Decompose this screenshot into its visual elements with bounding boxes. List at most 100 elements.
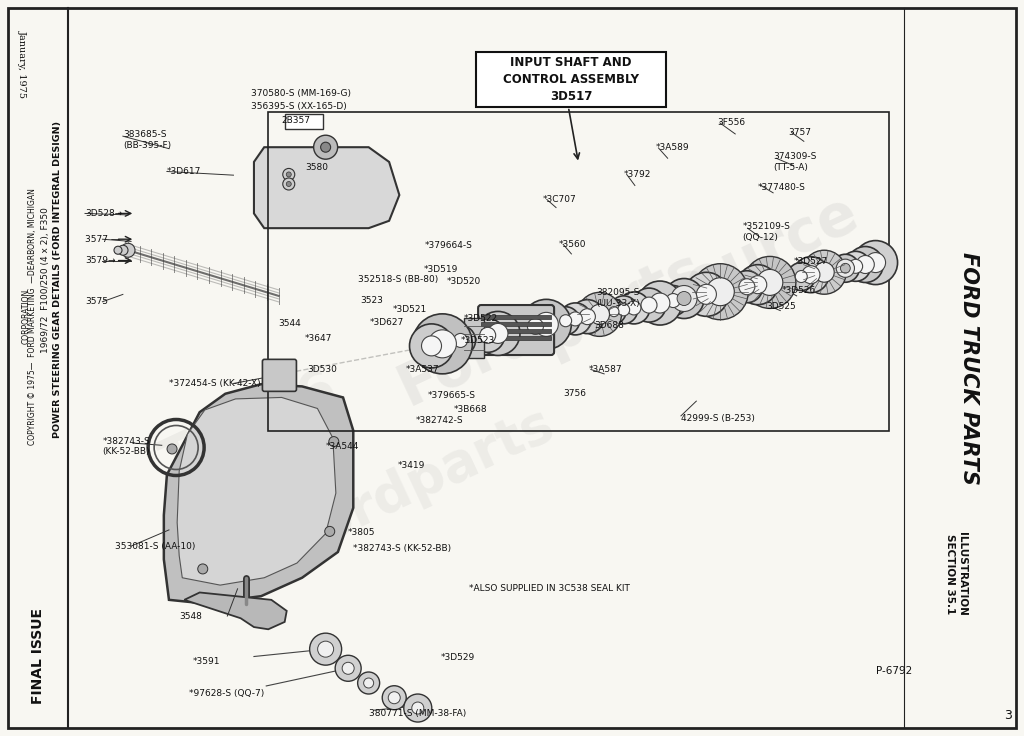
Circle shape [580, 308, 595, 325]
Circle shape [309, 633, 342, 665]
Text: January, 1975: January, 1975 [17, 30, 27, 98]
Text: *3D617: *3D617 [167, 167, 202, 176]
Polygon shape [254, 147, 399, 228]
Text: P-6792: P-6792 [876, 666, 912, 676]
Circle shape [841, 263, 850, 273]
Text: CORPORATION: CORPORATION [22, 289, 31, 344]
Text: *379665-S: *379665-S [428, 392, 476, 400]
Bar [481, 315, 551, 319]
Circle shape [403, 694, 432, 722]
Bar [481, 336, 551, 340]
Circle shape [445, 325, 475, 355]
Text: COPYRIGHT © 1975—  FORD MARKETING  —DEARBORN, MICHIGAN: COPYRIGHT © 1975— FORD MARKETING —DEARBO… [29, 188, 38, 445]
Circle shape [757, 269, 782, 295]
Text: *3D527: *3D527 [794, 257, 827, 266]
Text: *382742-S: *382742-S [416, 417, 464, 425]
Circle shape [865, 252, 886, 272]
Text: 374309-S
(TT-5-A): 374309-S (TT-5-A) [773, 152, 816, 171]
Text: *3B668: *3B668 [454, 406, 487, 414]
Polygon shape [285, 114, 323, 129]
Circle shape [535, 312, 558, 336]
Text: Ford: Ford [389, 302, 548, 417]
Circle shape [856, 255, 874, 274]
Text: 353081-S (AA-10): 353081-S (AA-10) [115, 542, 195, 551]
Circle shape [609, 296, 638, 324]
Circle shape [313, 135, 338, 159]
Text: POWER STEERING GEAR DETAILS (FORD INTEGRAL DESIGN): POWER STEERING GEAR DETAILS (FORD INTEGR… [53, 121, 62, 438]
Circle shape [627, 301, 641, 315]
Circle shape [167, 444, 177, 454]
Text: 370580-S (MM-169-G): 370580-S (MM-169-G) [251, 89, 351, 98]
Text: *3C707: *3C707 [543, 195, 577, 204]
Circle shape [667, 294, 680, 308]
Text: 352518-S (BB-80): 352518-S (BB-80) [358, 275, 438, 284]
Text: *382743-S (KK-52-BB): *382743-S (KK-52-BB) [353, 544, 452, 553]
Text: 42999-S (B-253): 42999-S (B-253) [681, 414, 755, 422]
Circle shape [847, 247, 884, 283]
Bar [481, 329, 551, 333]
Circle shape [638, 281, 682, 325]
Circle shape [814, 262, 835, 282]
Circle shape [317, 641, 334, 657]
Text: 3D688: 3D688 [594, 321, 624, 330]
Text: 2B357: 2B357 [282, 116, 310, 125]
Text: 380771-S (MM-38-FA): 380771-S (MM-38-FA) [369, 710, 466, 718]
Text: 3756: 3756 [563, 389, 586, 398]
Circle shape [287, 182, 291, 186]
FancyBboxPatch shape [262, 359, 296, 392]
Circle shape [521, 300, 571, 350]
Circle shape [849, 259, 862, 273]
Text: 382095-S
(UU-33-X): 382095-S (UU-33-X) [596, 289, 640, 308]
Text: 3577 —: 3577 — [85, 235, 120, 244]
Text: 3579→: 3579→ [85, 256, 116, 265]
Circle shape [382, 686, 407, 710]
Text: *3A587: *3A587 [589, 365, 623, 374]
Circle shape [677, 291, 691, 305]
Polygon shape [184, 592, 287, 629]
Text: *379664-S: *379664-S [425, 241, 473, 250]
Circle shape [671, 286, 697, 311]
Circle shape [664, 278, 705, 319]
Circle shape [743, 256, 796, 308]
Circle shape [335, 655, 361, 682]
Circle shape [854, 241, 898, 285]
Circle shape [412, 702, 424, 714]
Circle shape [413, 314, 472, 374]
Text: ource: ource [676, 184, 867, 314]
Text: *3D521: *3D521 [393, 305, 427, 314]
Text: *3D627: *3D627 [370, 318, 403, 327]
Circle shape [283, 178, 295, 190]
Text: 1969/72  F100/250 (4 x 2), F350: 1969/72 F100/250 (4 x 2), F350 [42, 207, 50, 353]
Circle shape [471, 319, 505, 353]
Text: *3647: *3647 [305, 334, 333, 343]
Text: 356395-S (XX-165-D): 356395-S (XX-165-D) [251, 102, 347, 111]
Bar [268, 112, 889, 431]
Text: FINAL ISSUE: FINAL ISSUE [31, 608, 45, 704]
Circle shape [364, 678, 374, 688]
Text: *3D519: *3D519 [424, 265, 459, 274]
Circle shape [198, 564, 208, 574]
Circle shape [684, 272, 728, 316]
Circle shape [570, 300, 604, 333]
Circle shape [787, 263, 815, 291]
Circle shape [737, 265, 778, 305]
Circle shape [410, 324, 454, 368]
Circle shape [388, 692, 400, 704]
Text: FORD TRUCK PARTS: FORD TRUCK PARTS [959, 252, 979, 484]
Text: *372454-S (KK-42-X): *372454-S (KK-42-X) [169, 379, 260, 388]
Text: 3580: 3580 [305, 163, 328, 171]
Circle shape [568, 312, 583, 326]
Circle shape [749, 276, 767, 294]
Circle shape [617, 304, 630, 316]
Circle shape [342, 662, 354, 674]
Polygon shape [464, 318, 483, 358]
Text: *3419: *3419 [397, 461, 425, 470]
Circle shape [590, 305, 609, 325]
Text: 383685-S
(BB-395-F): 383685-S (BB-395-F) [123, 130, 171, 149]
Circle shape [321, 142, 331, 152]
Text: fordparts: fordparts [287, 398, 561, 563]
Text: 3F556: 3F556 [717, 118, 744, 127]
Circle shape [121, 243, 135, 258]
Circle shape [793, 257, 828, 293]
Bar [481, 322, 551, 326]
